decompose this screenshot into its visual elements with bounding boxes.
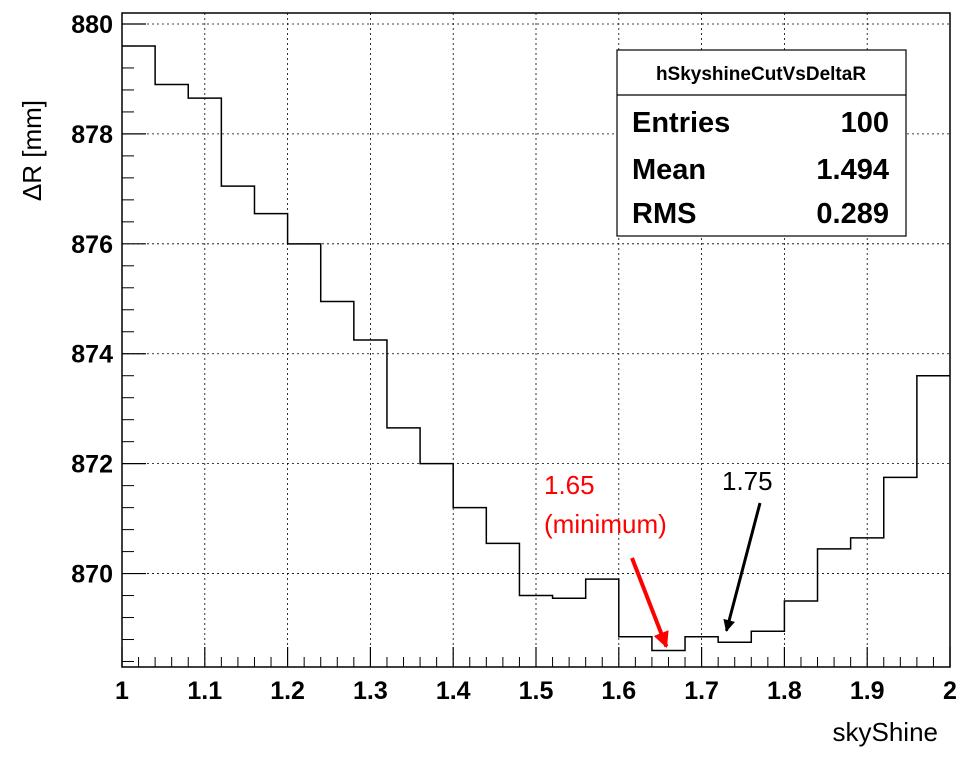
stats-entries-value: 100: [841, 107, 889, 139]
annotation-1-75: 1.75: [722, 466, 773, 632]
stats-entries-label: Entries: [632, 107, 730, 139]
histogram-bin: [818, 548, 851, 550]
stats-box: hSkyshineCutVsDeltaR Entries 100 Mean 1.…: [616, 49, 907, 237]
histogram-bin: [519, 595, 552, 597]
stats-rms-value: 0.289: [816, 198, 889, 230]
x-tick-label: 2: [943, 677, 957, 705]
histogram-bin: [254, 213, 287, 215]
stats-mean-value: 1.494: [816, 154, 889, 186]
x-tick-label: 1.5: [519, 677, 554, 705]
histogram-bin: [685, 636, 718, 638]
annotation-minimum-label: (minimum): [544, 509, 667, 539]
histogram-bin: [619, 636, 652, 638]
x-tick-label: 1.9: [850, 677, 885, 705]
tick-labels: 1 1.1 1.2 1.3 1.4 1.5 1.6 1.7 1.8 1.9 2 870 872 874 87…: [71, 11, 957, 705]
stats-rms-label: RMS: [632, 198, 696, 230]
annotation-1-75-label: 1.75: [722, 466, 773, 496]
grid: [122, 13, 950, 667]
y-tick-label: 874: [71, 341, 113, 369]
annotation-minimum: 1.65 (minimum): [544, 470, 669, 649]
x-tick-label: 1.7: [684, 677, 719, 705]
y-tick-label: 870: [71, 561, 113, 589]
x-tick-label: 1.2: [270, 677, 305, 705]
x-tick-label: 1.8: [767, 677, 802, 705]
y-tick-label: 872: [71, 451, 113, 479]
histogram-bin: [453, 507, 486, 509]
annotation-1-75-arrow: [723, 502, 762, 632]
x-tick-label: 1.3: [353, 677, 388, 705]
y-tick-label: 880: [71, 11, 113, 39]
histogram-bin: [321, 301, 354, 303]
x-tick-label: 1.1: [187, 677, 222, 705]
y-axis-title: ΔR [mm]: [17, 100, 47, 201]
stats-mean-label: Mean: [632, 154, 706, 186]
annotation-minimum-arrow: [630, 557, 669, 649]
histogram-bin: [486, 542, 519, 544]
x-axis-title: skyShine: [833, 717, 939, 747]
annotation-minimum-value: 1.65: [544, 470, 595, 500]
histogram-bin: [751, 630, 784, 632]
histogram-bin: [354, 339, 387, 341]
histogram-bin: [652, 650, 685, 652]
histogram-bin: [917, 375, 950, 377]
x-tick-label: 1.6: [601, 677, 636, 705]
x-tick-label: 1.4: [436, 677, 471, 705]
histogram-bin: [288, 243, 321, 245]
axes: [121, 12, 951, 668]
histogram-bin: [718, 641, 751, 643]
histogram-bin: [553, 597, 586, 599]
histogram-bin: [851, 537, 884, 539]
y-tick-label: 876: [71, 231, 113, 259]
histogram-bin: [586, 578, 619, 580]
histogram-bin: [784, 600, 817, 602]
stats-box-title: hSkyshineCutVsDeltaR: [656, 64, 866, 85]
histogram-bin: [387, 427, 420, 429]
histogram-line: [122, 45, 950, 652]
histogram-bin: [420, 463, 453, 465]
histogram-bin: [884, 476, 917, 478]
stats-box-frame: [616, 49, 907, 237]
x-tick-label: 1: [115, 677, 129, 705]
histogram-series: [122, 45, 950, 652]
histogram-bin: [155, 83, 188, 85]
histogram-bin: [221, 185, 254, 187]
y-tick-label: 878: [71, 121, 113, 149]
histogram-bin: [188, 97, 221, 99]
